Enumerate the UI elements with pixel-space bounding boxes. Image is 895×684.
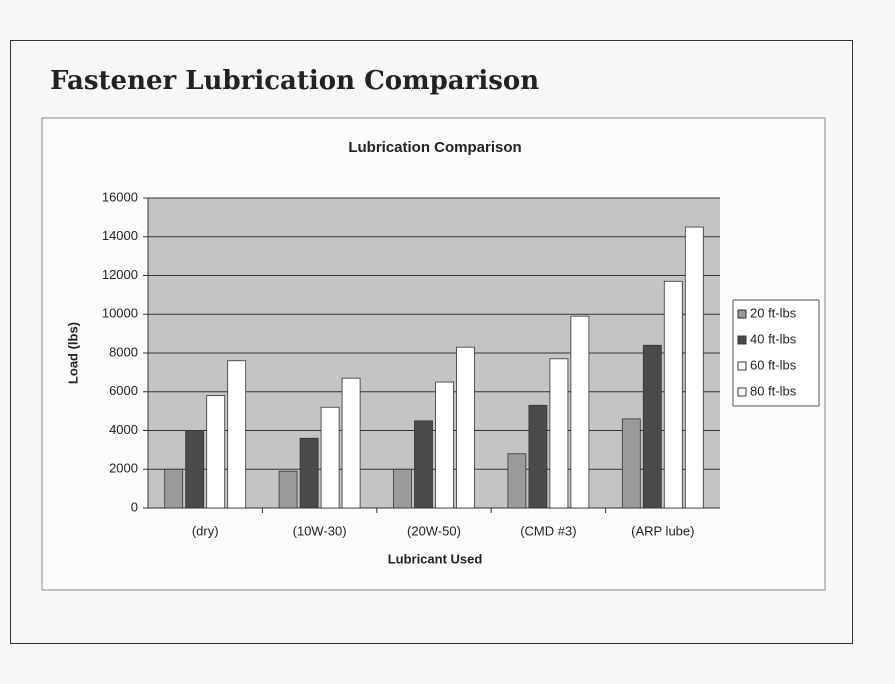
y-tick-label: 10000	[102, 306, 138, 321]
bar	[570, 315, 590, 509]
legend-swatch	[737, 309, 747, 319]
bar	[414, 420, 433, 509]
bar	[663, 280, 683, 509]
chart-title: Lubrication Comparison	[348, 139, 521, 156]
y-tick-label: 12000	[102, 267, 138, 282]
bar	[642, 344, 662, 509]
document-frame	[10, 40, 853, 644]
bar	[435, 381, 454, 509]
bar	[227, 360, 247, 509]
bar	[684, 226, 704, 509]
x-tick-label: (ARP lube)	[631, 523, 694, 538]
y-tick-label: 2000	[109, 461, 138, 476]
y-tick-label: 14000	[102, 228, 138, 243]
legend-swatch	[737, 335, 747, 345]
legend-box	[732, 299, 820, 407]
legend-label: 40 ft-lbs	[750, 331, 797, 346]
bar	[299, 437, 319, 509]
bar	[621, 418, 641, 509]
legend-label: 60 ft-lbs	[750, 357, 797, 372]
bar	[528, 404, 548, 509]
x-tick-label: (dry)	[192, 523, 219, 538]
legend-label: 20 ft-lbs	[750, 305, 797, 320]
bar	[456, 346, 475, 509]
y-tick-label: 4000	[109, 422, 138, 437]
bar	[341, 377, 361, 509]
legend-label: 80 ft-lbs	[750, 383, 797, 398]
y-axis-label: Load (lbs)	[65, 322, 80, 384]
x-axis-label: Lubricant Used	[388, 551, 483, 566]
x-tick-label: (CMD #3)	[520, 523, 576, 538]
heading: Fastener Lubrication Comparison	[50, 66, 540, 96]
bar	[549, 358, 569, 509]
bar	[507, 453, 527, 509]
y-tick-label: 8000	[109, 344, 138, 359]
y-tick-label: 0	[131, 499, 138, 514]
y-tick-label: 16000	[102, 189, 138, 204]
x-tick-label: (10W-30)	[293, 523, 347, 538]
bar	[164, 468, 184, 509]
bar	[320, 406, 340, 509]
x-tick-label: (20W-50)	[407, 523, 461, 538]
legend-swatch	[737, 387, 747, 397]
y-tick-label: 6000	[109, 383, 138, 398]
bar	[393, 468, 412, 509]
bar	[185, 430, 205, 509]
bar	[206, 395, 226, 509]
bar	[278, 470, 298, 509]
legend-swatch	[737, 361, 747, 371]
